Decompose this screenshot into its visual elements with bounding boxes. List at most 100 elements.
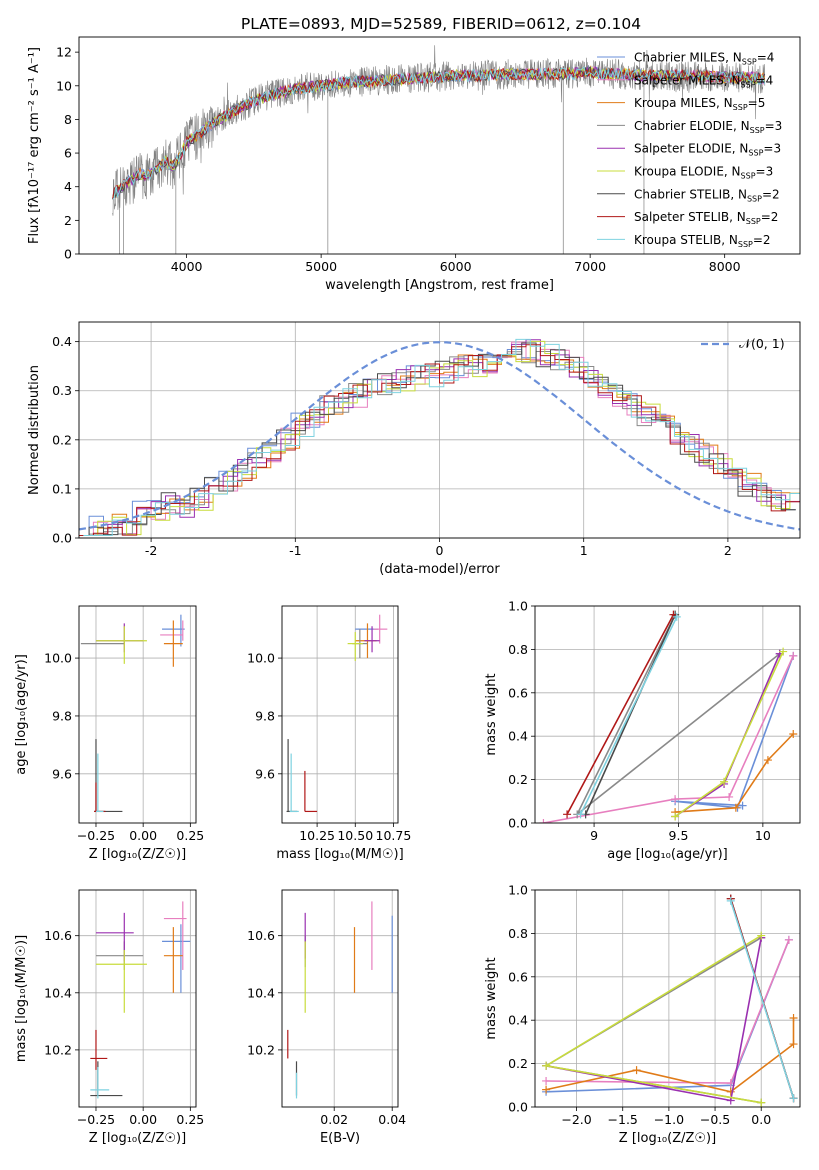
model-line-8 bbox=[112, 66, 766, 200]
normal-curve bbox=[79, 341, 800, 531]
weight-marker bbox=[671, 812, 680, 821]
weight-marker bbox=[726, 1087, 735, 1096]
legend-label-tail: =3 bbox=[756, 165, 774, 179]
x-tick-label: −1.0 bbox=[654, 1112, 684, 1127]
legend-label-sub: SSP bbox=[741, 80, 756, 89]
y-tick-label: 0.6 bbox=[508, 685, 528, 700]
y-tick-label: 9.8 bbox=[255, 708, 275, 723]
x-tick-label: 0.0 bbox=[751, 1112, 771, 1127]
legend-label-sub: SSP bbox=[733, 103, 748, 112]
axes-frame bbox=[78, 321, 801, 539]
legend-label-main: Chabrier STELIB, N bbox=[634, 187, 747, 201]
y-tick-label: 10 bbox=[56, 78, 72, 93]
legend-label: Chabrier ELODIE, NSSP=3 bbox=[634, 119, 782, 135]
weight-marker bbox=[789, 1094, 798, 1103]
y-tick-label: 9.8 bbox=[52, 708, 72, 723]
x-tick-label: 0.04 bbox=[378, 1112, 406, 1127]
y-tick-label: 0.6 bbox=[508, 969, 528, 984]
weight-line-5 bbox=[674, 651, 784, 818]
panels: 4000 5000 6000 7000 8000024681012wavelength … bbox=[14, 36, 801, 1146]
weight-line-0 bbox=[675, 655, 794, 809]
weight-line-7 bbox=[566, 614, 675, 815]
y-tick-label: 10.6 bbox=[44, 928, 72, 943]
y-tick-label: 6 bbox=[64, 146, 72, 161]
weight-marker bbox=[789, 1040, 798, 1049]
y-tick-label: 10.4 bbox=[44, 985, 72, 1000]
x-axis-label: age [log₁₀(age/yr)] bbox=[607, 847, 728, 862]
y-tick-label: 0.2 bbox=[508, 1056, 528, 1071]
axes-frame bbox=[534, 889, 801, 1108]
weight-marker bbox=[763, 756, 772, 765]
legend-label-sub: SSP bbox=[748, 149, 763, 158]
weight-line-6 bbox=[584, 614, 676, 815]
mass_weight_vs_age-panel: 9 9.5 10 0.0 0.2 0.4 0.6 0.8 1.0 age [log₁₀(age/y… bbox=[484, 599, 801, 862]
legend-label: Salpeter ELODIE, NSSP=3 bbox=[634, 142, 781, 158]
x-tick-label: 0.25 bbox=[176, 828, 204, 843]
weight-line-4 bbox=[545, 937, 762, 1102]
weight-marker bbox=[731, 803, 740, 812]
age_vs_mass-panel: 10.25 10.50 10.75 9.6 9.8 10.0 mass [log₁₀(M/M… bbox=[247, 605, 411, 862]
weight-line-2 bbox=[675, 733, 794, 813]
y-axis-label: mass [log₁₀(M/M☉)] bbox=[14, 935, 29, 1062]
y-tick-label: 9.6 bbox=[52, 766, 72, 781]
legend-label: Kroupa STELIB, NSSP=2 bbox=[634, 233, 771, 249]
x-axis-label: E(B-V) bbox=[320, 1131, 360, 1146]
weight-marker bbox=[542, 1085, 551, 1094]
y-tick-label: 1.0 bbox=[508, 599, 528, 614]
legend-label-sub: SSP bbox=[746, 217, 761, 226]
y-axis-label: age [log₁₀(age/yr)] bbox=[14, 654, 29, 775]
legend-label-sub: SSP bbox=[742, 58, 757, 67]
x-axis-label: Z [log₁₀(Z/Z☉)] bbox=[89, 847, 186, 862]
x-axis-label: Z [log₁₀(Z/Z☉)] bbox=[89, 1131, 186, 1146]
legend-label-tail: =4 bbox=[756, 73, 774, 87]
residuals-legend: 𝒩(0, 1) bbox=[701, 336, 785, 351]
y-tick-label: 0.2 bbox=[508, 772, 528, 787]
weight-marker bbox=[539, 819, 548, 823]
x-tick-label: 6000 bbox=[440, 259, 472, 274]
y-tick-label: 10.2 bbox=[247, 1042, 275, 1057]
y-tick-label: 10.0 bbox=[44, 651, 72, 666]
x-tick-label: 9 bbox=[590, 828, 598, 843]
x-tick-label: −0.5 bbox=[700, 1112, 730, 1127]
y-tick-label: 1.0 bbox=[508, 883, 528, 898]
legend-label-main: Kroupa MILES, N bbox=[634, 96, 733, 110]
legend-label-tail: =2 bbox=[753, 233, 771, 247]
legend-label: Chabrier MILES, NSSP=4 bbox=[634, 51, 774, 67]
legend-label-main: Kroupa STELIB, N bbox=[634, 233, 738, 247]
legend-label: 𝒩(0, 1) bbox=[739, 336, 785, 351]
y-tick-label: 0.1 bbox=[52, 481, 72, 496]
weight-line-8 bbox=[729, 900, 795, 1099]
histogram-8 bbox=[83, 338, 800, 536]
y-tick-label: 0.0 bbox=[508, 1100, 528, 1115]
weight-marker bbox=[576, 810, 585, 819]
y-axis-label: Normed distribution bbox=[27, 365, 42, 495]
y-tick-label: 10.4 bbox=[247, 985, 275, 1000]
weight-marker bbox=[789, 1014, 798, 1023]
weight-marker bbox=[738, 801, 747, 810]
x-tick-label: 0 bbox=[436, 543, 444, 558]
legend-label-main: Chabrier MILES, N bbox=[634, 51, 742, 65]
axes-frame bbox=[281, 889, 399, 1108]
weight-marker bbox=[725, 792, 734, 801]
weight-line-1 bbox=[543, 655, 794, 823]
weight-marker bbox=[789, 730, 798, 739]
y-tick-label: 0 bbox=[64, 247, 72, 262]
y-tick-label: 2 bbox=[64, 213, 72, 228]
legend-label: Salpeter MILES, NSSP=4 bbox=[634, 73, 773, 89]
weight-marker bbox=[757, 1098, 766, 1107]
axes-frame bbox=[281, 605, 399, 824]
x-axis-label: Z [log₁₀(Z/Z☉)] bbox=[619, 1131, 716, 1146]
legend-label: Salpeter STELIB, NSSP=2 bbox=[634, 210, 778, 226]
y-tick-label: 10.6 bbox=[247, 928, 275, 943]
y-tick-label: 10.2 bbox=[44, 1042, 72, 1057]
x-tick-label: 5000 bbox=[305, 259, 337, 274]
weight-marker bbox=[671, 795, 680, 804]
weight-marker bbox=[720, 777, 729, 786]
legend-label-main: Salpeter STELIB, N bbox=[634, 210, 746, 224]
legend-label: Kroupa MILES, NSSP=5 bbox=[634, 96, 765, 112]
x-tick-label: 8000 bbox=[709, 259, 741, 274]
x-axis-label: (data-model)/error bbox=[379, 562, 500, 577]
x-tick-label: 10 bbox=[755, 828, 771, 843]
histogram-2 bbox=[83, 354, 800, 536]
